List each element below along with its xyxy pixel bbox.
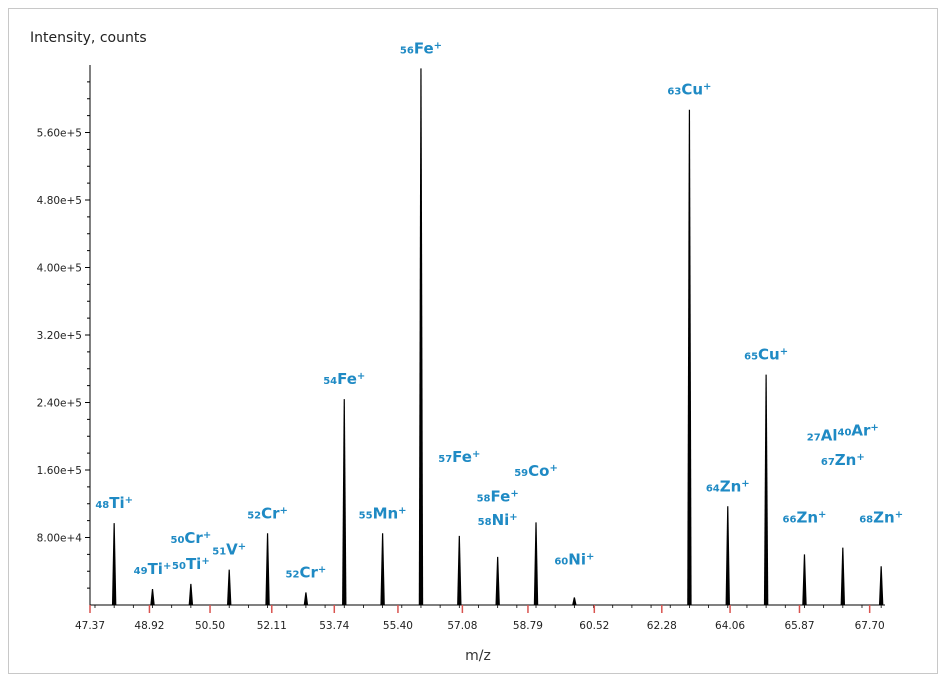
peak-annotation-label: 58Fe+ <box>477 487 519 505</box>
y-tick-label: 3.20e+5 <box>37 330 82 342</box>
peak-annotation-label: 54Fe+ <box>323 370 365 388</box>
peak-annotation-label: 67Zn+ <box>821 451 865 469</box>
spectrum-peak <box>457 535 462 605</box>
x-tick-label: 53.74 <box>319 620 349 632</box>
y-tick-label: 8.00e+4 <box>37 533 83 545</box>
y-tick-label: 1.60e+5 <box>37 465 82 477</box>
x-tick-label: 52.11 <box>257 620 287 632</box>
spectrum-peak <box>687 109 692 605</box>
x-tick-label: 55.40 <box>383 620 413 632</box>
x-tick-label: 48.92 <box>134 620 164 632</box>
spectrum-peak <box>150 588 155 605</box>
spectrum-peak <box>572 597 577 605</box>
spectrum-peak <box>188 583 194 605</box>
spectrum-peak <box>495 556 500 605</box>
spectrum-peak <box>303 592 309 605</box>
spectrum-peak <box>878 566 884 605</box>
spectrum-peak <box>111 523 117 605</box>
peak-annotation-label: 60Ni+ <box>554 551 594 569</box>
peak-annotation-label: 52Cr+ <box>247 504 288 522</box>
spectrum-peak <box>802 554 807 605</box>
x-tick-label: 50.50 <box>195 620 225 632</box>
x-tick-label: 64.06 <box>715 620 745 632</box>
x-tick-label: 60.52 <box>579 620 609 632</box>
y-tick-label: 5.60e+5 <box>37 128 82 140</box>
x-axis-title: m/z <box>465 648 491 664</box>
x-tick-label: 57.08 <box>447 620 477 632</box>
spectrum-peak <box>763 374 769 605</box>
peak-annotation-label: 51V+ <box>212 541 246 559</box>
x-tick-label: 62.28 <box>647 620 677 632</box>
spectrum-peak <box>418 68 424 605</box>
peak-annotation-label: 56Fe+ <box>400 39 442 57</box>
y-axis-title: Intensity, counts <box>30 30 147 46</box>
peak-annotation-label: 64Zn+ <box>706 477 750 495</box>
y-tick-label: 2.40e+5 <box>37 398 82 410</box>
x-tick-label: 67.70 <box>855 620 885 632</box>
spectrum-peak <box>342 399 347 605</box>
peak-annotation-label: 50Ti+ <box>172 555 210 573</box>
spectrum-peak <box>380 533 385 605</box>
chart-frame <box>8 8 938 674</box>
x-tick-label: 47.37 <box>75 620 105 632</box>
peak-annotation-label: 50Cr+ <box>171 529 212 547</box>
peak-annotation-label: 49Ti+ <box>134 560 172 578</box>
spectrum-peak <box>265 533 270 605</box>
peak-annotation-label: 68Zn+ <box>859 509 903 527</box>
spectrum-peak <box>840 547 846 605</box>
spectrum-peak <box>533 522 539 605</box>
peak-annotation-label: 65Cu+ <box>744 346 788 364</box>
spectrum-peak <box>725 506 730 605</box>
peak-annotation-label: 63Cu+ <box>667 81 711 99</box>
x-tick-label: 58.79 <box>513 620 543 632</box>
peak-annotation-label: 58Ni+ <box>478 511 518 529</box>
y-tick-label: 4.80e+5 <box>37 195 82 207</box>
peak-annotation-label: 57Fe+ <box>438 448 480 466</box>
spectrum-peak <box>227 569 232 605</box>
peak-annotation-label: 52Cr+ <box>286 563 327 581</box>
peak-annotation-label: 66Zn+ <box>783 509 827 527</box>
peak-annotation-label: 48Ti+ <box>95 494 133 512</box>
x-tick-label: 65.87 <box>784 620 814 632</box>
peak-annotation-label: 55Mn+ <box>359 504 407 522</box>
peak-annotation-label: 59Co+ <box>514 462 558 480</box>
peak-annotation-label: 27Al40Ar+ <box>807 422 879 445</box>
y-tick-label: 4.00e+5 <box>37 263 82 275</box>
